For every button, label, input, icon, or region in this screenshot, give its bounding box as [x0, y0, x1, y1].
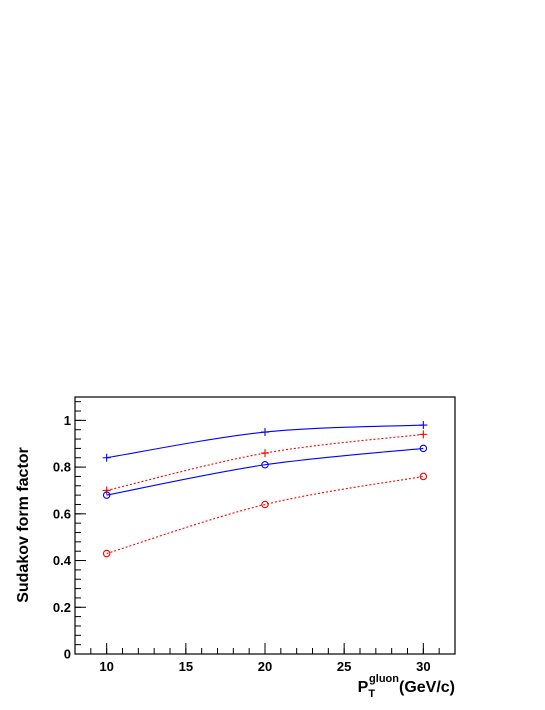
series-line: [106, 475, 424, 555]
x-label-sup: gluon: [369, 673, 399, 685]
marker: [419, 430, 428, 439]
marker: [419, 421, 428, 430]
x-label-base: P: [358, 679, 369, 696]
y-tick-label: 0.4: [53, 553, 72, 568]
marker: [419, 472, 428, 481]
marker: [419, 444, 428, 453]
x-axis-label: PTgluon(GeV/c): [358, 673, 455, 700]
y-tick-label: 1: [64, 413, 71, 428]
y-tick-label: 0: [64, 647, 71, 662]
marker: [261, 428, 269, 437]
x-tick-label: 10: [99, 659, 113, 674]
y-tick-label: 0.6: [53, 506, 71, 521]
marker: [102, 549, 111, 558]
x-tick-label: 20: [258, 659, 272, 674]
y-tick-label: 0.8: [53, 460, 71, 475]
x-tick-label: 25: [337, 659, 351, 674]
marker: [261, 500, 269, 509]
series-line: [106, 447, 424, 496]
marker: [102, 453, 111, 462]
x-label-sub: T: [368, 688, 375, 700]
series-line: [106, 433, 424, 491]
marker: [261, 461, 269, 469]
y-tick-label: 0.2: [53, 600, 71, 615]
marker: [261, 449, 269, 458]
marker: [102, 491, 111, 499]
y-axis-label: Sudakov form factor: [15, 447, 32, 603]
x-label-unit: (GeV/c): [399, 679, 455, 696]
x-tick-label: 30: [416, 659, 430, 674]
x-tick-label: 15: [179, 659, 193, 674]
marker: [102, 486, 111, 495]
